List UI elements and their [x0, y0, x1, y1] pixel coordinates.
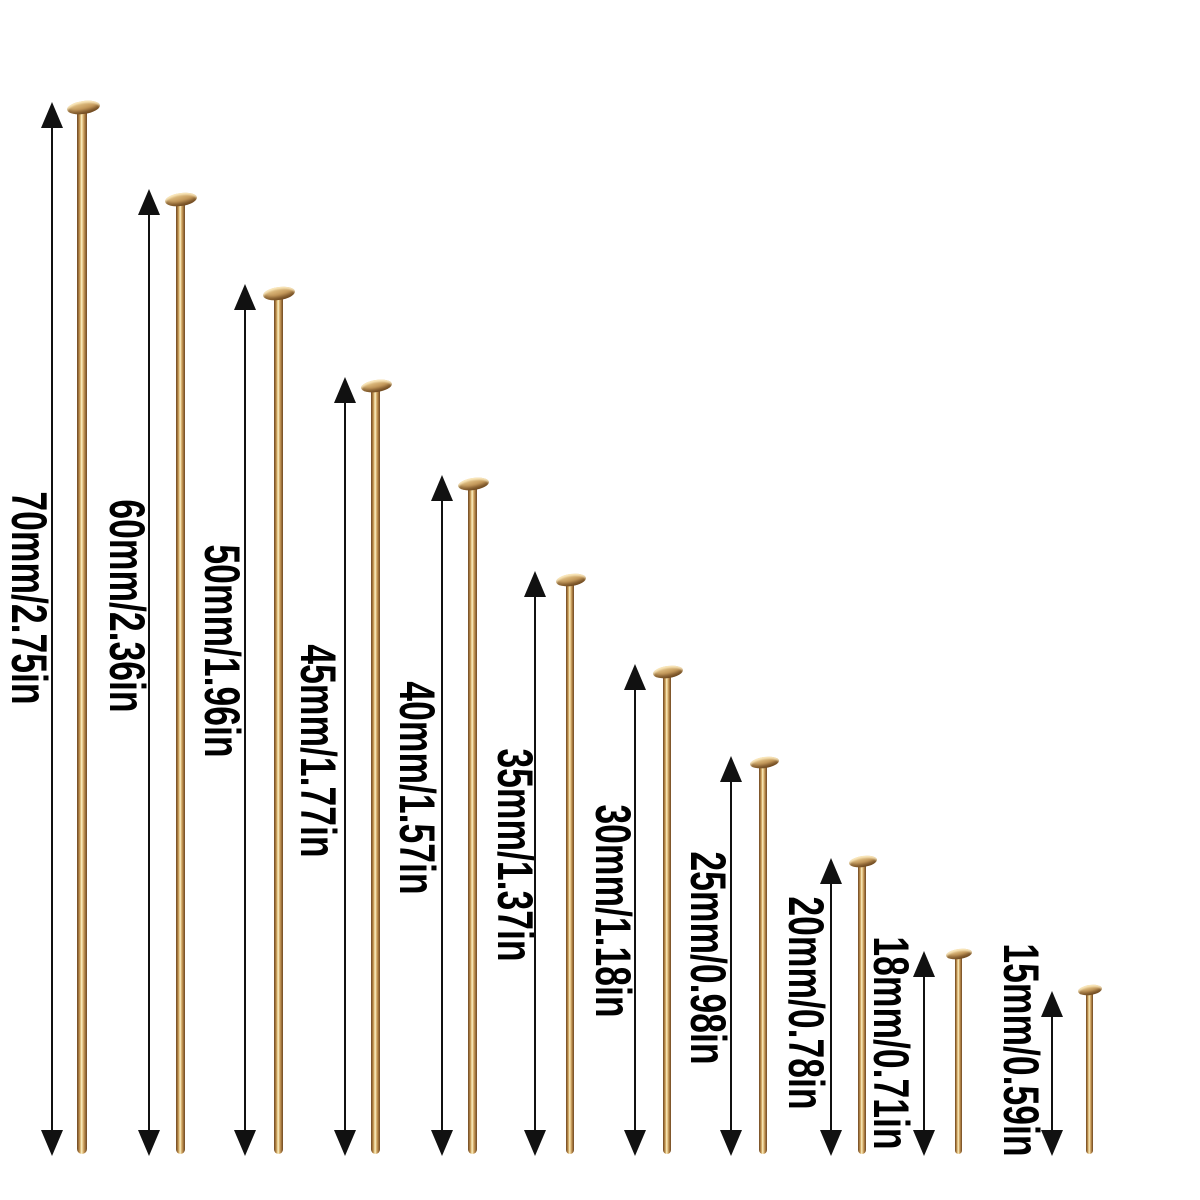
pin-head	[65, 98, 101, 117]
measurement-arrow-line	[533, 593, 537, 1134]
size-label: 30mm/1.18in	[585, 804, 641, 1018]
size-label: 40mm/1.57in	[389, 681, 445, 895]
arrow-up-icon	[1040, 991, 1063, 1017]
arrow-down-icon	[233, 1130, 256, 1156]
pin-shaft	[566, 582, 574, 1154]
pin-shaft	[954, 955, 962, 1154]
pin-head	[945, 947, 973, 961]
measurement-arrow-line	[50, 124, 54, 1134]
arrow-down-icon	[430, 1130, 453, 1156]
arrow-up-icon	[333, 377, 356, 403]
pin-head	[1077, 983, 1103, 997]
size-label: 35mm/1.37in	[487, 748, 543, 962]
pin-head	[262, 284, 296, 303]
arrow-down-icon	[819, 1130, 842, 1156]
arrow-up-icon	[912, 951, 935, 977]
arrow-down-icon	[40, 1130, 63, 1156]
arrow-up-icon	[430, 475, 453, 501]
arrow-up-icon	[523, 571, 546, 597]
arrow-up-icon	[623, 664, 646, 690]
measurement-arrow-line	[243, 306, 247, 1134]
size-label: 50mm/1.96in	[194, 544, 250, 758]
size-label: 25mm/0.98in	[680, 851, 736, 1065]
arrow-down-icon	[719, 1130, 742, 1156]
size-label: 15mm/0.59in	[993, 943, 1049, 1157]
arrow-down-icon	[523, 1130, 546, 1156]
size-label: 20mm/0.78in	[778, 896, 834, 1110]
pin-shaft	[663, 674, 671, 1154]
size-label: 70mm/2.75in	[1, 491, 57, 705]
pin-head	[652, 663, 684, 681]
pin-shaft	[175, 202, 185, 1154]
size-label: 60mm/2.36in	[99, 499, 155, 713]
measurement-arrow-line	[343, 399, 347, 1134]
arrow-up-icon	[719, 756, 742, 782]
pin-shaft	[273, 296, 283, 1154]
measurement-arrow-line	[922, 973, 926, 1134]
pin-shaft	[1085, 991, 1093, 1154]
arrow-up-icon	[233, 284, 256, 310]
measurement-arrow-line	[829, 880, 833, 1134]
arrow-down-icon	[333, 1130, 356, 1156]
arrow-up-icon	[137, 189, 160, 215]
size-label: 18mm/0.71in	[863, 936, 919, 1150]
pin-head	[555, 571, 587, 589]
pin-head	[164, 190, 198, 209]
measurement-arrow-line	[440, 497, 444, 1134]
arrow-down-icon	[912, 1130, 935, 1156]
pin-shaft	[77, 110, 87, 1154]
measurement-arrow-line	[729, 778, 733, 1134]
measurement-arrow-line	[147, 211, 151, 1134]
arrow-down-icon	[1040, 1130, 1063, 1156]
pin-head	[848, 854, 878, 869]
pin-shaft	[759, 764, 767, 1154]
pin-shaft	[370, 388, 380, 1154]
pin-head	[748, 755, 780, 770]
arrow-up-icon	[819, 858, 842, 884]
arrow-down-icon	[623, 1130, 646, 1156]
size-label: 45mm/1.77in	[290, 644, 346, 858]
arrow-down-icon	[137, 1130, 160, 1156]
arrow-up-icon	[40, 102, 63, 128]
pin-head	[359, 377, 393, 395]
pin-head	[456, 475, 490, 493]
measurement-arrow-line	[633, 686, 637, 1134]
measurement-arrow-line	[1050, 1013, 1054, 1134]
pin-shaft	[858, 863, 866, 1154]
pin-shaft	[467, 486, 477, 1154]
